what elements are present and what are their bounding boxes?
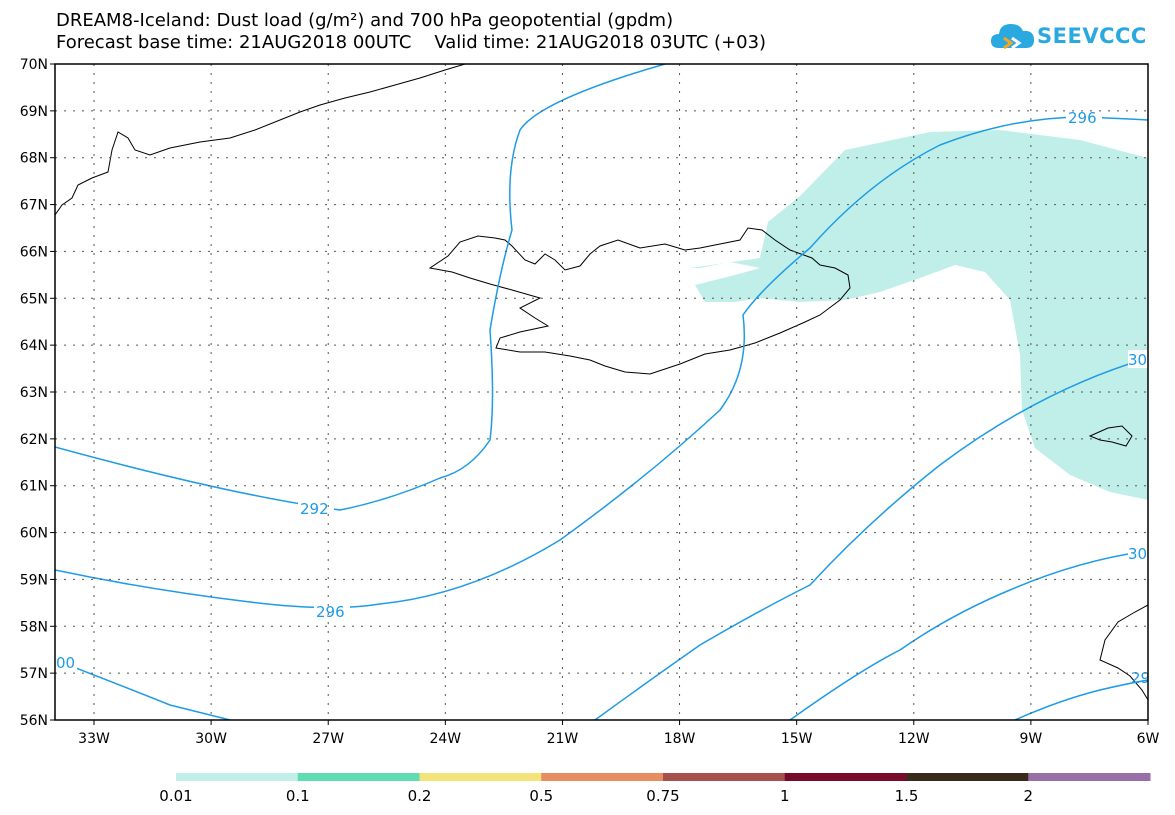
colorbar-swatch xyxy=(906,773,1029,781)
lat-label: 61N xyxy=(20,479,48,495)
lon-label: 33W xyxy=(78,731,110,747)
colorbar-swatch xyxy=(541,773,664,781)
contour-label: 00 xyxy=(56,654,75,672)
contour-label: 30 xyxy=(1128,351,1147,369)
lat-label: 63N xyxy=(20,385,48,401)
iceland-coast xyxy=(428,227,851,375)
faroe-islands xyxy=(1088,425,1133,447)
scotland-coast xyxy=(1099,604,1148,701)
map-title: DREAM8-Iceland: Dust load (g/m²) and 700… xyxy=(56,10,674,31)
cloud-icon xyxy=(991,24,1034,50)
colorbar-swatch xyxy=(1028,773,1151,781)
colorbar-swatch xyxy=(663,773,786,781)
dust-plume xyxy=(690,130,1148,500)
lon-label: 12W xyxy=(898,731,930,747)
lat-label: 68N xyxy=(20,151,48,167)
lat-label: 62N xyxy=(20,432,48,448)
contour-label: 296 xyxy=(1068,109,1097,127)
contour-line xyxy=(55,64,666,511)
logo-text: SEEVCCC xyxy=(1037,24,1147,48)
lon-label: 30W xyxy=(195,731,227,747)
contour-label: 292 xyxy=(300,500,329,518)
contour-line xyxy=(55,659,231,720)
contour-line xyxy=(1014,679,1148,720)
colorbar-label: 1.5 xyxy=(895,787,919,805)
colorbar-label: 0.75 xyxy=(646,787,679,805)
contour-line xyxy=(55,116,1148,609)
lon-label: 21W xyxy=(547,731,579,747)
map-subtitle: Forecast base time: 21AUG2018 00UTC Vali… xyxy=(56,32,767,53)
colorbar-swatch xyxy=(297,773,420,781)
lat-label: 65N xyxy=(20,291,48,307)
lat-label: 59N xyxy=(20,572,48,588)
graticule xyxy=(55,64,1148,720)
lon-label: 27W xyxy=(312,731,344,747)
colorbar-label: 2 xyxy=(1023,787,1033,805)
seevccc-logo: SEEVCCC xyxy=(990,18,1170,58)
contour-line xyxy=(789,550,1148,720)
geopotential-contours xyxy=(55,64,1148,720)
colorbar-label: 0.01 xyxy=(159,787,192,805)
lat-label: 69N xyxy=(20,104,48,120)
greenland-coast xyxy=(55,64,466,216)
lon-label: 24W xyxy=(429,731,461,747)
contour-labels: 296 292 296 00 30 30 29 xyxy=(55,108,1150,687)
contour-line xyxy=(594,357,1148,720)
colorbar-label: 0.5 xyxy=(529,787,553,805)
colorbar-label: 0.2 xyxy=(408,787,432,805)
colorbar-label: 1 xyxy=(780,787,790,805)
colorbar-swatch xyxy=(419,773,542,781)
lon-label: 15W xyxy=(781,731,813,747)
lat-label: 58N xyxy=(20,619,48,635)
contour-label: 296 xyxy=(316,603,345,621)
contour-label: 30 xyxy=(1128,545,1147,563)
colorbar-swatch xyxy=(176,773,299,781)
lat-label: 56N xyxy=(20,713,48,729)
colorbar: 0.01 0.1 0.2 0.5 0.75 1 1.5 2 xyxy=(159,773,1151,805)
lat-label: 57N xyxy=(20,666,48,682)
lat-label: 66N xyxy=(20,244,48,260)
lon-label: 18W xyxy=(664,731,696,747)
lat-label: 67N xyxy=(20,198,48,214)
lat-label: 64N xyxy=(20,338,48,354)
colorbar-swatch xyxy=(784,773,907,781)
contour-label: 29 xyxy=(1131,669,1150,687)
lon-label: 9W xyxy=(1020,731,1043,747)
lon-label: 6W xyxy=(1137,731,1160,747)
lat-label: 60N xyxy=(20,526,48,542)
colorbar-label: 0.1 xyxy=(286,787,310,805)
lat-label: 70N xyxy=(20,57,48,73)
